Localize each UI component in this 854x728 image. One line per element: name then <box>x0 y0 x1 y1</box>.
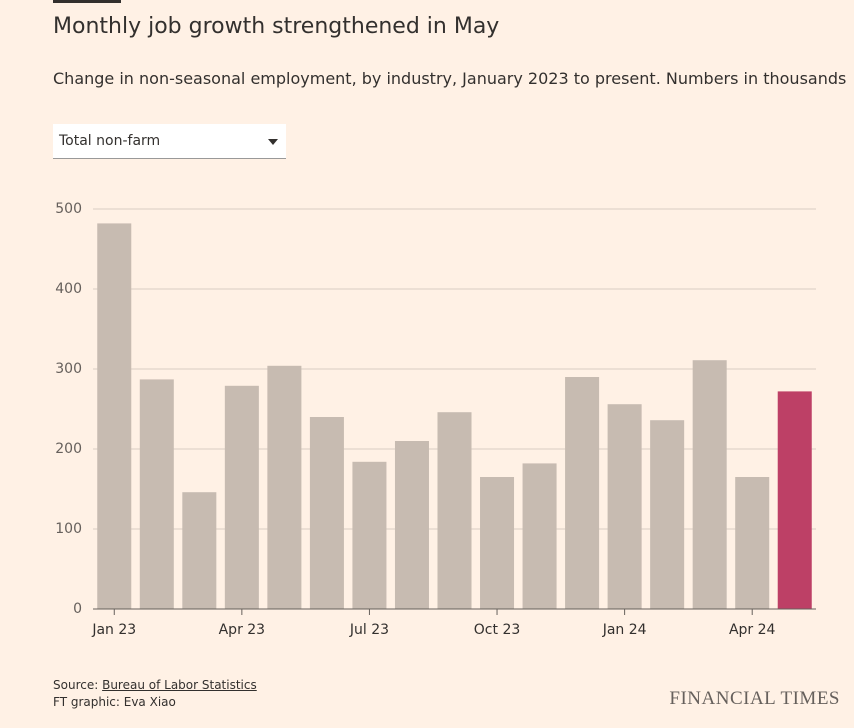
x-tick-label: Jul 23 <box>349 622 389 638</box>
bar <box>735 477 770 609</box>
source-link[interactable]: Bureau of Labor Statistics <box>102 678 257 692</box>
dropdown-label[interactable]: Total non-farm <box>59 133 161 149</box>
top-bar <box>53 0 121 3</box>
bar <box>267 365 302 609</box>
bar <box>522 463 557 609</box>
bar <box>182 492 217 609</box>
chart-subtitle: Change in non-seasonal employment, by in… <box>53 69 847 88</box>
bar <box>224 385 259 609</box>
bar <box>480 477 515 609</box>
y-tick-label: 200 <box>55 441 82 457</box>
bar <box>607 404 642 609</box>
bar <box>565 377 600 609</box>
x-tick-label: Apr 24 <box>729 622 776 638</box>
credit: FT graphic: Eva Xiao <box>53 695 176 709</box>
bar <box>437 412 472 609</box>
bar <box>352 461 387 609</box>
x-tick-label: Jan 23 <box>91 622 136 638</box>
bar <box>309 417 344 609</box>
y-tick-label: 100 <box>55 521 82 537</box>
source-prefix: Source: <box>53 678 99 692</box>
chart-title: Monthly job growth strengthened in May <box>53 14 500 39</box>
x-tick-label: Apr 23 <box>219 622 265 638</box>
y-tick-label: 0 <box>73 601 82 617</box>
bar <box>139 379 174 609</box>
y-tick-label: 500 <box>55 201 82 217</box>
ft-logo: FINANCIAL TIMES <box>669 688 840 709</box>
bar <box>97 223 132 609</box>
source-note: Source: Bureau of Labor Statistics FT gr… <box>53 677 257 711</box>
y-tick-label: 400 <box>55 281 82 297</box>
bar <box>692 360 727 609</box>
x-tick-label: Oct 23 <box>474 622 520 638</box>
y-tick-label: 300 <box>55 361 82 377</box>
dropdown-caret[interactable] <box>268 139 278 145</box>
industry-dropdown[interactable]: Total non-farm <box>53 124 286 159</box>
bar <box>394 441 429 609</box>
bar <box>650 420 685 609</box>
bar <box>777 391 812 609</box>
x-tick-label: Jan 24 <box>602 622 647 638</box>
